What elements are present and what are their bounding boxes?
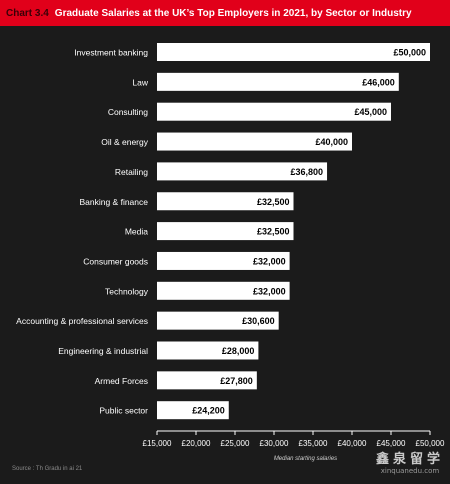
category-label: Media xyxy=(125,227,148,237)
value-label: £30,600 xyxy=(242,316,275,326)
value-label: £32,000 xyxy=(253,256,286,266)
bar-public-sector xyxy=(157,401,229,420)
category-label: Oil & energy xyxy=(101,137,149,147)
value-label: £46,000 xyxy=(362,77,395,87)
value-label: £32,500 xyxy=(257,197,290,207)
value-label: £32,500 xyxy=(257,227,290,237)
bar-banking-finance xyxy=(157,192,294,211)
category-label: Armed Forces xyxy=(95,376,148,386)
bar-media xyxy=(157,222,294,241)
bar-oil-energy xyxy=(157,132,352,151)
chart-title-bar: Chart 3.4 Graduate Salaries at the UK’s … xyxy=(0,0,450,26)
x-tick-label: £20,000 xyxy=(182,439,211,448)
value-label: £32,000 xyxy=(253,286,286,296)
category-label: Consumer goods xyxy=(83,256,148,266)
bar-armed-forces xyxy=(157,371,257,390)
bar-investment-banking xyxy=(157,43,430,61)
x-tick-label: £40,000 xyxy=(338,439,367,448)
watermark-text-en: xinquanedu.com xyxy=(380,467,440,475)
bar-consulting xyxy=(157,102,391,121)
bar-chart: Investment banking £50,000 Law £46,000 Consu… xyxy=(16,43,445,462)
x-tick-label: £30,000 xyxy=(260,439,289,448)
value-label: £40,000 xyxy=(315,137,348,147)
category-label: Engineering & industrial xyxy=(58,346,148,356)
category-label: Banking & finance xyxy=(79,197,148,207)
x-axis-title: Median starting salaries xyxy=(274,456,337,462)
source-note: Source : Th Gradu in ai 21 xyxy=(12,466,83,472)
category-label: Law xyxy=(132,77,148,87)
value-label: £27,800 xyxy=(220,376,253,386)
category-label: Investment banking xyxy=(74,48,148,58)
value-label: £28,000 xyxy=(222,346,255,356)
value-label: £24,200 xyxy=(192,406,225,416)
chart-title: Graduate Salaries at the UK’s Top Employ… xyxy=(54,7,412,19)
value-label: £45,000 xyxy=(354,107,387,117)
watermark-text-zh: 鑫泉留学 xyxy=(375,452,444,467)
x-tick-label: £15,000 xyxy=(143,439,172,448)
bar-engineering-industrial xyxy=(157,341,259,360)
bar-technology xyxy=(157,281,290,300)
category-label: Accounting & professional services xyxy=(16,316,148,326)
x-tick-label: £25,000 xyxy=(221,439,250,448)
category-label: Consulting xyxy=(108,107,148,117)
category-label: Public sector xyxy=(99,406,148,416)
bar-consumer-goods xyxy=(157,251,290,270)
bar-law xyxy=(157,72,399,91)
value-label: £36,800 xyxy=(290,167,323,177)
x-tick-label: £35,000 xyxy=(299,439,328,448)
chart-number: Chart 3.4 xyxy=(6,7,49,19)
value-label: £50,000 xyxy=(393,48,426,58)
bar-accounting-professional-services xyxy=(157,311,279,330)
bar-retailing xyxy=(157,162,328,181)
watermark-logo: 鑫泉留学 xinquanedu.com xyxy=(376,448,444,475)
x-tick-label: £50,000 xyxy=(416,439,445,448)
category-label: Retailing xyxy=(115,167,148,177)
category-label: Technology xyxy=(105,286,149,296)
x-tick-label: £45,000 xyxy=(377,439,406,448)
